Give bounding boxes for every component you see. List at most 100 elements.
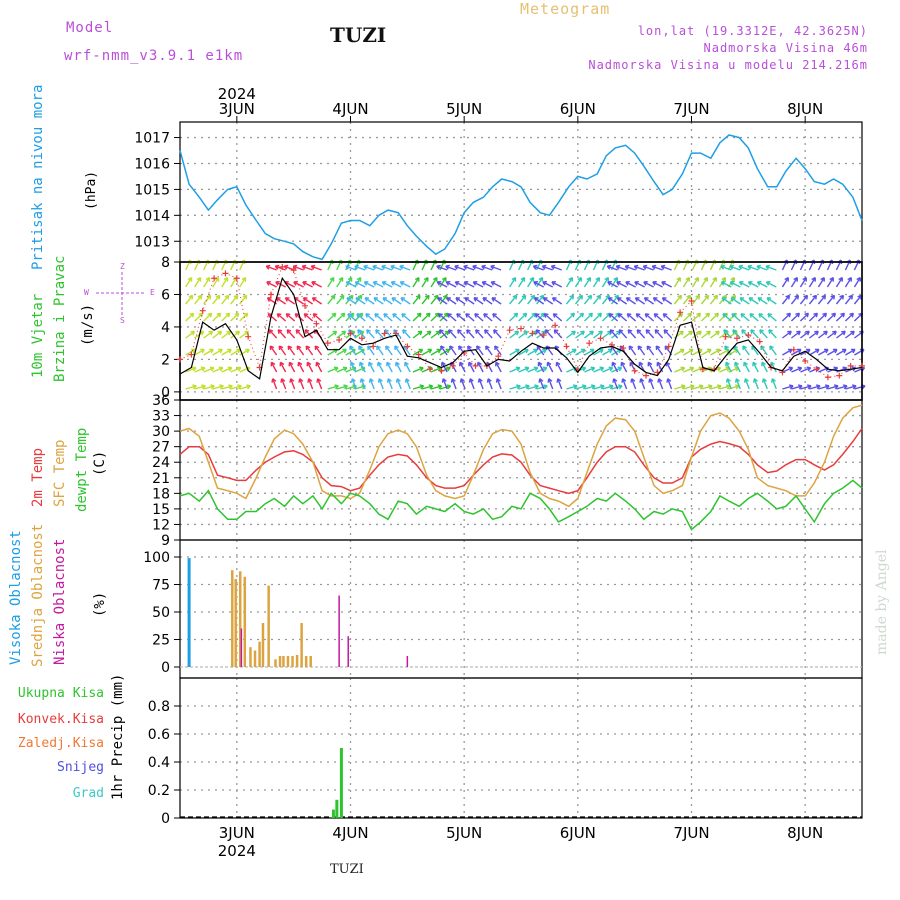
wind-arrow bbox=[610, 295, 619, 305]
precip-legend-snow: Snijeg bbox=[57, 760, 104, 775]
wind-arrow-head bbox=[525, 384, 530, 387]
wind-gust-point bbox=[290, 267, 297, 274]
wind-arrow bbox=[290, 378, 296, 390]
wind-arrow-head bbox=[723, 329, 726, 334]
wind-arrow-head bbox=[237, 384, 242, 387]
wind-arrow bbox=[667, 378, 673, 390]
wind-arrow-head bbox=[767, 313, 770, 318]
wind-arrow bbox=[239, 295, 248, 305]
wind-arrow bbox=[565, 295, 574, 305]
wind-arrow-head bbox=[401, 313, 404, 318]
wind-arrow bbox=[673, 295, 682, 305]
wind-arrow bbox=[584, 367, 595, 373]
wind-gust-point bbox=[404, 343, 411, 350]
wind-arrow-head bbox=[765, 265, 770, 270]
wind-arrow bbox=[593, 385, 605, 390]
wind-arrow-head bbox=[481, 265, 485, 270]
wind-arrow-head bbox=[187, 277, 192, 281]
wind-arrow bbox=[644, 297, 655, 305]
cloud-bar-mid bbox=[231, 570, 234, 667]
wind-arrow bbox=[377, 361, 384, 373]
wind-arrow-head bbox=[223, 277, 228, 281]
wind-arrow-head bbox=[347, 277, 352, 281]
wind-arrow bbox=[185, 277, 193, 288]
wind-arrow bbox=[346, 297, 357, 305]
panel-frame-temp bbox=[179, 399, 863, 541]
y-tick-label: 25 bbox=[152, 633, 170, 649]
wind-arrow bbox=[601, 277, 609, 288]
cloud-bar-mid bbox=[282, 656, 285, 667]
wind-gust-point bbox=[688, 297, 695, 304]
wind-arrow bbox=[818, 385, 830, 390]
wind-arrow-head bbox=[838, 277, 843, 281]
wind-arrow bbox=[527, 312, 537, 322]
wind-arrow bbox=[481, 265, 493, 271]
cloud-bar-high bbox=[187, 558, 191, 667]
wind-arrow-head bbox=[354, 281, 359, 286]
wind-arrow-head bbox=[811, 277, 816, 281]
wind-arrow-head bbox=[625, 297, 629, 302]
wind-arrow-head bbox=[395, 378, 398, 383]
wind-arrow bbox=[781, 277, 789, 288]
wind-arrow bbox=[817, 312, 827, 322]
wind-arrow-head bbox=[856, 277, 861, 281]
wind-gust-point bbox=[472, 362, 479, 369]
wind-arrow bbox=[221, 295, 230, 305]
wind-arrow bbox=[527, 277, 535, 288]
wind-arrow bbox=[481, 281, 493, 288]
wind-arrow bbox=[194, 367, 206, 373]
wind-arrow-head bbox=[725, 378, 729, 383]
wind-arrow bbox=[295, 329, 305, 339]
wind-arrow-head bbox=[441, 277, 447, 281]
precip-legend-convective: Konvek.Kisa bbox=[17, 712, 104, 727]
wind-arrow-head bbox=[359, 378, 362, 383]
wind-arrow bbox=[430, 348, 441, 356]
wind-arrow bbox=[644, 313, 655, 322]
wind-arrow-head bbox=[307, 378, 310, 383]
wind-arrow bbox=[275, 265, 286, 271]
wind-arrow-head bbox=[355, 297, 359, 302]
wind-arrow-head bbox=[714, 312, 719, 315]
wind-arrow bbox=[509, 277, 517, 288]
wind-arrow bbox=[382, 281, 393, 288]
wind-arrow bbox=[293, 265, 304, 271]
wind-arrow bbox=[185, 367, 197, 373]
y-tick-label: 18 bbox=[152, 486, 170, 502]
wind-arrow bbox=[212, 367, 224, 373]
wind-arrow bbox=[336, 367, 348, 373]
wind-arrow-head bbox=[550, 265, 555, 270]
wind-arrow bbox=[649, 378, 655, 390]
wind-arrow-head bbox=[348, 294, 353, 298]
wind-arrow-head bbox=[687, 312, 692, 315]
wind-arrow-head bbox=[607, 281, 611, 286]
wind-arrow bbox=[390, 265, 402, 271]
wind-arrow bbox=[791, 367, 802, 373]
wind-arrow bbox=[534, 297, 545, 305]
wind-arrow bbox=[287, 345, 296, 356]
wind-arrow bbox=[278, 345, 287, 356]
wind-arrow-head bbox=[450, 378, 453, 383]
model-elevation-label: Nadmorska Visina u modelu 214.216m bbox=[588, 58, 868, 72]
cloud-bar-mid bbox=[300, 623, 303, 667]
wind-arrow-head bbox=[634, 297, 638, 302]
wind-arrow bbox=[459, 361, 466, 373]
wind-arrow bbox=[781, 312, 791, 322]
wind-arrow bbox=[306, 361, 314, 373]
wind-arrow bbox=[490, 281, 502, 288]
wind-arrow bbox=[430, 367, 442, 373]
wind-arrow-head bbox=[824, 384, 830, 387]
wind-arrow-head bbox=[653, 313, 657, 318]
panel-frame-precip bbox=[179, 677, 863, 819]
wind-arrow-head bbox=[241, 277, 246, 281]
cloud-bar-mid bbox=[291, 656, 294, 667]
wind-arrow-head bbox=[698, 366, 703, 369]
wind-arrow-head bbox=[515, 366, 520, 369]
wind-arrow-head bbox=[234, 312, 239, 315]
wind-arrow-head bbox=[339, 294, 344, 298]
wind-arrow bbox=[297, 361, 305, 373]
wind-arrow bbox=[726, 378, 732, 390]
wind-arrow-head bbox=[267, 313, 271, 318]
wind-gust-point bbox=[302, 302, 309, 309]
wind-compass: Z W E S bbox=[82, 258, 155, 328]
wind-arrow bbox=[405, 378, 411, 390]
